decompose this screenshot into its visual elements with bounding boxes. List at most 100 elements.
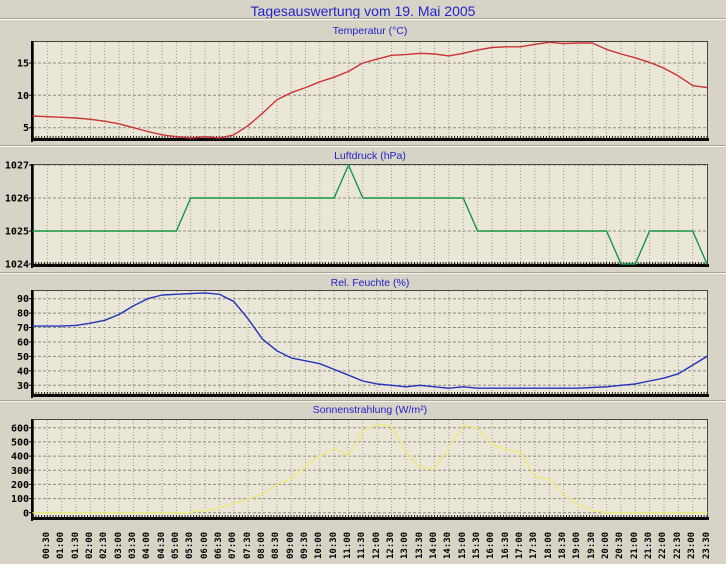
x-axis-label: 22:00: [658, 531, 669, 559]
x-tick-marks: [32, 515, 708, 520]
x-axis-label: 18:00: [543, 531, 554, 559]
x-axis-label: 05:30: [185, 531, 196, 559]
x-axis-label: 05:00: [170, 531, 181, 559]
y-axis: [31, 41, 33, 142]
x-axis-label: 12:00: [371, 531, 382, 559]
x-axis: [31, 138, 709, 141]
x-axis: [31, 394, 709, 397]
x-axis-label: 01:30: [70, 531, 81, 559]
radiation-line: [32, 423, 708, 514]
y-tick-label: 0: [23, 508, 29, 519]
x-axis-label: 16:00: [486, 531, 497, 559]
x-axis-label: 11:00: [342, 531, 353, 559]
pressure-line: [32, 164, 708, 265]
x-axis-label: 19:00: [572, 531, 583, 559]
x-axis-label: 17:30: [529, 531, 540, 559]
y-tick-label: 15: [17, 59, 29, 70]
x-axis-label: 21:30: [644, 531, 655, 559]
x-axis-label: 12:30: [386, 531, 396, 559]
x-axis-label: 08:00: [256, 531, 267, 559]
y-axis: [31, 290, 33, 398]
x-axis-label: 18:30: [558, 531, 569, 559]
x-axis-label: 13:00: [400, 531, 411, 559]
x-tick-marks: [32, 392, 708, 397]
x-axis-label: 16:30: [500, 531, 511, 559]
x-axis-label: 02:30: [99, 531, 110, 559]
x-axis-label: 09:30: [299, 531, 310, 559]
x-axis-label: 10:30: [328, 531, 339, 559]
humidity-chart: 30 40 50 60 70 80 90: [17, 290, 709, 398]
x-axis-label: 15:00: [457, 531, 468, 559]
plot-area: [33, 420, 707, 517]
x-axis-label: 11:30: [357, 531, 368, 559]
y-tick-label: 1026: [5, 194, 29, 205]
x-axis-label: 06:30: [213, 531, 224, 559]
y-tick-label: 1027: [5, 161, 29, 172]
y-tick-label: 500: [11, 437, 29, 448]
x-axis-label: 17:00: [515, 531, 526, 559]
x-axis-label: 04:00: [142, 531, 153, 559]
separator: [0, 400, 726, 402]
y-tick-label: 400: [11, 452, 29, 463]
pressure-chart: 1024 1025 1026 1027: [5, 161, 709, 271]
x-axis: [31, 517, 709, 520]
y-tick-label: 60: [17, 338, 29, 349]
x-axis-label: 14:00: [429, 531, 440, 559]
x-axis-label: 22:30: [672, 531, 683, 559]
x-axis-label: 08:30: [271, 531, 282, 559]
y-tick-label: 90: [17, 294, 29, 305]
y-axis: [31, 164, 33, 268]
x-axis-label: 04:30: [156, 531, 167, 559]
y-tick-label: 5: [23, 123, 29, 134]
y-tick-label: 300: [11, 466, 29, 477]
y-tick-label: 1025: [5, 227, 29, 238]
horizontal-gridlines: [33, 427, 707, 514]
temperature-line: [32, 41, 708, 139]
page-title: Tagesauswertung vom 19. Mai 2005: [250, 3, 476, 19]
x-axis-label: 20:30: [615, 531, 626, 559]
x-axis-label: 02:00: [84, 531, 95, 559]
x-axis-labels: 00:30 01:00 01:30 02:00 02:30 03:00 03:30 04:00…: [0, 520, 726, 564]
plot-area: [33, 42, 707, 138]
x-axis-label: 19:30: [586, 531, 597, 559]
vertical-gridlines: [46, 42, 694, 138]
humidity-line: [32, 292, 708, 389]
x-axis-label: 06:00: [199, 531, 210, 559]
y-tick-label: 70: [17, 323, 29, 334]
y-tick-label: 50: [17, 352, 29, 363]
y-tick-label: 100: [11, 494, 29, 505]
chart-title-radiation: Sonnenstrahlung (W/m²): [312, 404, 428, 416]
x-axis: [31, 264, 709, 267]
radiation-chart: 0 100 200 300 400 500 600: [11, 419, 709, 521]
y-tick-label: 200: [11, 480, 29, 491]
x-axis-label: 23:00: [687, 531, 698, 559]
x-axis-label: 00:30: [41, 531, 52, 559]
horizontal-gridlines: [33, 62, 707, 129]
y-tick-label: 1024: [5, 260, 29, 271]
horizontal-gridlines: [33, 298, 707, 386]
chart-title-pressure: Luftdruck (hPa): [334, 150, 406, 162]
chart-title-temperature: Temperatur (°C): [332, 25, 408, 37]
x-tick-marks: [32, 136, 708, 141]
x-axis-label: 20:00: [601, 531, 612, 559]
separator: [0, 18, 726, 20]
x-axis-label: 01:00: [56, 531, 67, 559]
x-axis-label: 10:00: [314, 531, 325, 559]
y-tick-label: 80: [17, 309, 29, 320]
separator: [0, 145, 726, 147]
x-axis-label: 21:00: [629, 531, 640, 559]
y-tick-label: 600: [11, 423, 29, 434]
vertical-gridlines: [46, 420, 694, 517]
plot-area: [33, 165, 707, 264]
x-axis-label: 03:00: [113, 531, 124, 559]
chart-title-humidity: Rel. Feuchte (%): [330, 277, 410, 289]
separator: [0, 272, 726, 274]
y-tick-label: 30: [17, 381, 29, 392]
x-axis-label: 07:00: [228, 531, 239, 559]
x-axis-label: 03:30: [127, 531, 138, 559]
x-axis-label: 23:30: [701, 531, 712, 559]
y-tick-label: 10: [17, 91, 29, 102]
x-axis-label: 13:30: [414, 531, 425, 559]
x-axis-label: 15:30: [472, 531, 483, 559]
